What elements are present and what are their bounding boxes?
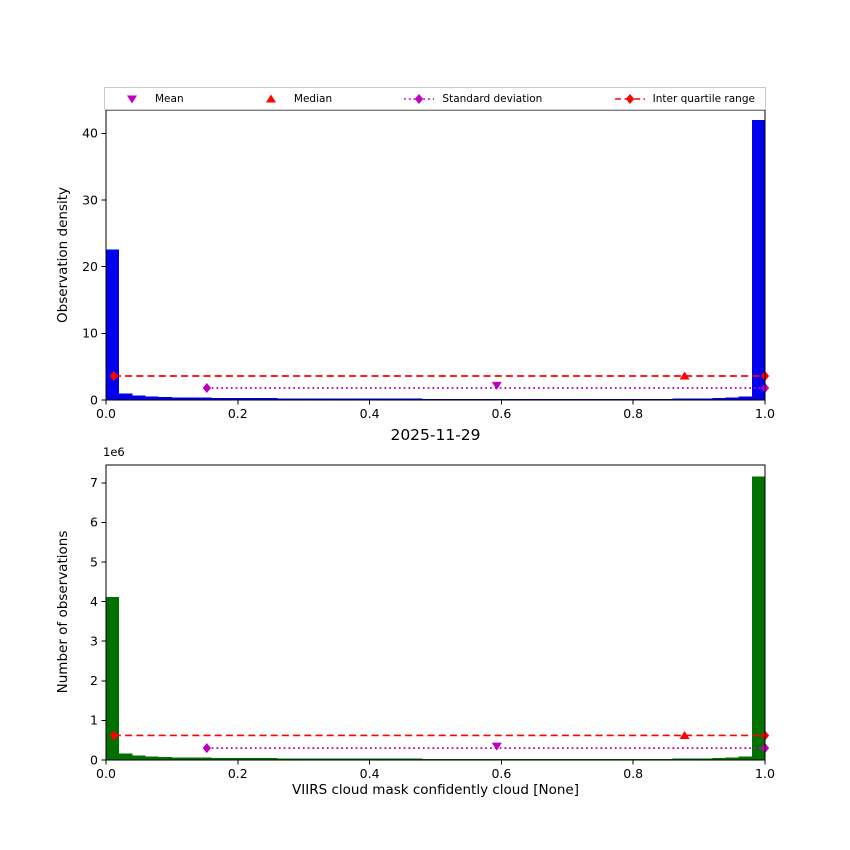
svg-text:0.0: 0.0 (96, 406, 116, 421)
std-dev-marker-icon (402, 92, 436, 106)
legend-label-median: Median (293, 92, 333, 105)
legend: Mean Median Standard deviation Inter qua… (104, 87, 766, 110)
ylabel-number-of-observations: Number of observations (55, 530, 71, 694)
iqr-marker-icon (613, 92, 647, 106)
svg-text:3: 3 (90, 634, 98, 649)
bottom-histogram-axes: 0.0 0.2 0.4 0.6 0.8 1.0 0 1 2 3 4 5 6 7 (90, 464, 775, 781)
svg-text:0: 0 (90, 752, 98, 767)
svg-text:10: 10 (82, 326, 98, 341)
svg-text:2: 2 (90, 673, 98, 688)
svg-text:0: 0 (90, 392, 98, 407)
svg-text:0.6: 0.6 (491, 766, 511, 781)
svg-text:1.0: 1.0 (755, 406, 775, 421)
mean-marker-icon (115, 92, 149, 106)
legend-item-median: Median (254, 92, 332, 106)
histogram-bars (106, 476, 765, 760)
svg-text:7: 7 (90, 475, 98, 490)
y-axis-offset-text: 1e6 (103, 445, 125, 459)
svg-text:4: 4 (90, 594, 98, 609)
axis-ticks: 0.0 0.2 0.4 0.6 0.8 1.0 0 10 20 30 40 (82, 126, 775, 421)
svg-text:1.0: 1.0 (755, 766, 775, 781)
svg-text:40: 40 (82, 126, 98, 141)
svg-text:0.2: 0.2 (228, 766, 248, 781)
legend-item-iqr: Inter quartile range (613, 92, 755, 106)
svg-text:0.0: 0.0 (96, 766, 116, 781)
svg-text:0.8: 0.8 (623, 766, 643, 781)
svg-text:20: 20 (82, 259, 98, 274)
axes-spines (105, 464, 766, 761)
svg-text:5: 5 (90, 554, 98, 569)
svg-text:0.6: 0.6 (491, 406, 511, 421)
legend-label-iqr: Inter quartile range (652, 92, 755, 105)
axes-spines (105, 109, 766, 401)
svg-text:0.4: 0.4 (360, 406, 380, 421)
histogram-bars (106, 120, 765, 400)
legend-label-mean: Mean (155, 92, 184, 105)
xlabel: VIIRS cloud mask confidently cloud [None… (292, 782, 579, 798)
legend-item-std-dev: Standard deviation (402, 92, 542, 106)
top-histogram-axes: 0.0 0.2 0.4 0.6 0.8 1.0 0 10 20 30 40 (82, 109, 775, 421)
axis-ticks: 0.0 0.2 0.4 0.6 0.8 1.0 0 1 2 3 4 5 6 7 (90, 475, 775, 781)
svg-text:30: 30 (82, 192, 98, 207)
ylabel-observation-density: Observation density (55, 187, 71, 323)
legend-label-std-dev: Standard deviation (442, 92, 543, 105)
svg-text:0.4: 0.4 (360, 766, 380, 781)
svg-text:1: 1 (90, 713, 98, 728)
median-marker-icon (254, 92, 288, 106)
legend-item-mean: Mean (115, 92, 184, 106)
figure-title: 2025-11-29 (390, 426, 481, 444)
svg-text:6: 6 (90, 515, 98, 530)
svg-text:0.8: 0.8 (623, 406, 643, 421)
svg-text:0.2: 0.2 (228, 406, 248, 421)
